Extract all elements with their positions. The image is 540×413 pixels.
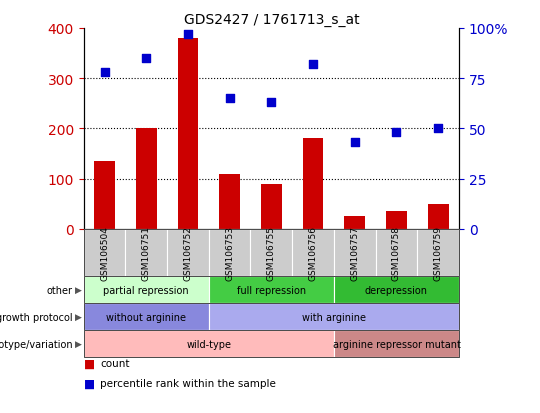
Text: GSM106504: GSM106504: [100, 225, 109, 280]
Bar: [178, 39, 198, 229]
Bar: [136, 129, 157, 229]
Point: [100, 70, 109, 76]
Bar: [219, 174, 240, 229]
Point: [225, 96, 234, 102]
Text: GSM106758: GSM106758: [392, 225, 401, 280]
Point: [350, 140, 359, 146]
Text: other: other: [47, 285, 73, 295]
Text: GSM106752: GSM106752: [184, 225, 192, 280]
Point: [184, 32, 192, 38]
Bar: [94, 161, 115, 229]
Point: [309, 62, 318, 68]
Point: [434, 126, 442, 132]
Bar: [345, 217, 365, 229]
Point: [142, 56, 151, 62]
Text: with arginine: with arginine: [302, 312, 366, 322]
Bar: [386, 212, 407, 229]
Text: genotype/variation: genotype/variation: [0, 339, 73, 349]
Text: without arginine: without arginine: [106, 312, 186, 322]
Text: partial repression: partial repression: [104, 285, 189, 295]
Text: full repression: full repression: [237, 285, 306, 295]
Text: derepression: derepression: [365, 285, 428, 295]
Bar: [261, 184, 282, 229]
Text: arginine repressor mutant: arginine repressor mutant: [333, 339, 461, 349]
Text: GSM106755: GSM106755: [267, 225, 276, 280]
Point: [392, 130, 401, 136]
Bar: [302, 139, 323, 229]
Text: GSM106759: GSM106759: [434, 225, 443, 280]
Text: GSM106757: GSM106757: [350, 225, 359, 280]
Text: ■: ■: [84, 357, 95, 370]
Text: ▶: ▶: [75, 339, 82, 348]
Text: GSM106751: GSM106751: [141, 225, 151, 280]
Text: wild-type: wild-type: [186, 339, 231, 349]
Text: growth protocol: growth protocol: [0, 312, 73, 322]
Text: ▶: ▶: [75, 286, 82, 294]
Text: percentile rank within the sample: percentile rank within the sample: [100, 378, 276, 388]
Title: GDS2427 / 1761713_s_at: GDS2427 / 1761713_s_at: [184, 12, 359, 26]
Text: GSM106756: GSM106756: [308, 225, 318, 280]
Text: GSM106753: GSM106753: [225, 225, 234, 280]
Point: [267, 100, 276, 106]
Bar: [428, 204, 449, 229]
Text: ■: ■: [84, 377, 95, 390]
Text: count: count: [100, 358, 130, 368]
Text: ▶: ▶: [75, 313, 82, 321]
